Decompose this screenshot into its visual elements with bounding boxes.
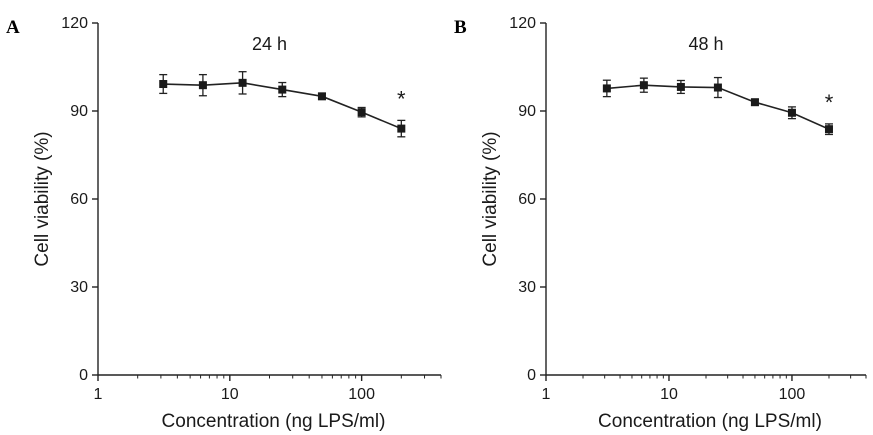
chart-title: 48 h: [688, 34, 723, 54]
y-tick-label: 0: [527, 367, 536, 384]
data-point: [787, 108, 796, 117]
y-tick-label: 60: [518, 191, 536, 208]
panel-label: A: [6, 17, 20, 38]
y-tick-label: 60: [70, 191, 88, 208]
significance-marker: *: [397, 86, 406, 111]
data-point: [824, 125, 833, 134]
x-tick-label: 1: [94, 386, 103, 403]
y-tick-label: 30: [518, 279, 536, 296]
data-point: [713, 83, 722, 92]
data-point: [357, 108, 366, 117]
chart-title: 24 h: [252, 34, 287, 54]
y-axis-label: Cell viability (%): [32, 131, 53, 266]
y-tick-label: 30: [70, 279, 88, 296]
y-axis-label: Cell viability (%): [480, 131, 501, 266]
data-point: [198, 81, 207, 90]
data-point: [238, 78, 247, 87]
x-tick-label: 100: [779, 386, 806, 403]
y-tick-label: 120: [509, 15, 536, 32]
data-point: [397, 124, 406, 133]
x-tick-label: 100: [348, 386, 375, 403]
x-tick-label: 10: [660, 386, 678, 403]
data-point: [639, 81, 648, 90]
x-tick-label: 10: [221, 386, 239, 403]
x-axis-label: Concentration (ng LPS/ml): [598, 411, 822, 432]
y-tick-label: 0: [79, 367, 88, 384]
data-point: [750, 98, 759, 107]
data-point: [676, 82, 685, 91]
data-point: [602, 84, 611, 93]
y-tick-label: 90: [518, 103, 536, 120]
data-point: [278, 85, 287, 94]
significance-marker: *: [825, 90, 834, 115]
data-point: [317, 92, 326, 101]
x-tick-label: 1: [542, 386, 551, 403]
y-tick-label: 120: [61, 15, 88, 32]
data-point: [159, 80, 168, 89]
x-axis-label: Concentration (ng LPS/ml): [162, 411, 386, 432]
panel-label: B: [454, 17, 467, 38]
y-tick-label: 90: [70, 103, 88, 120]
